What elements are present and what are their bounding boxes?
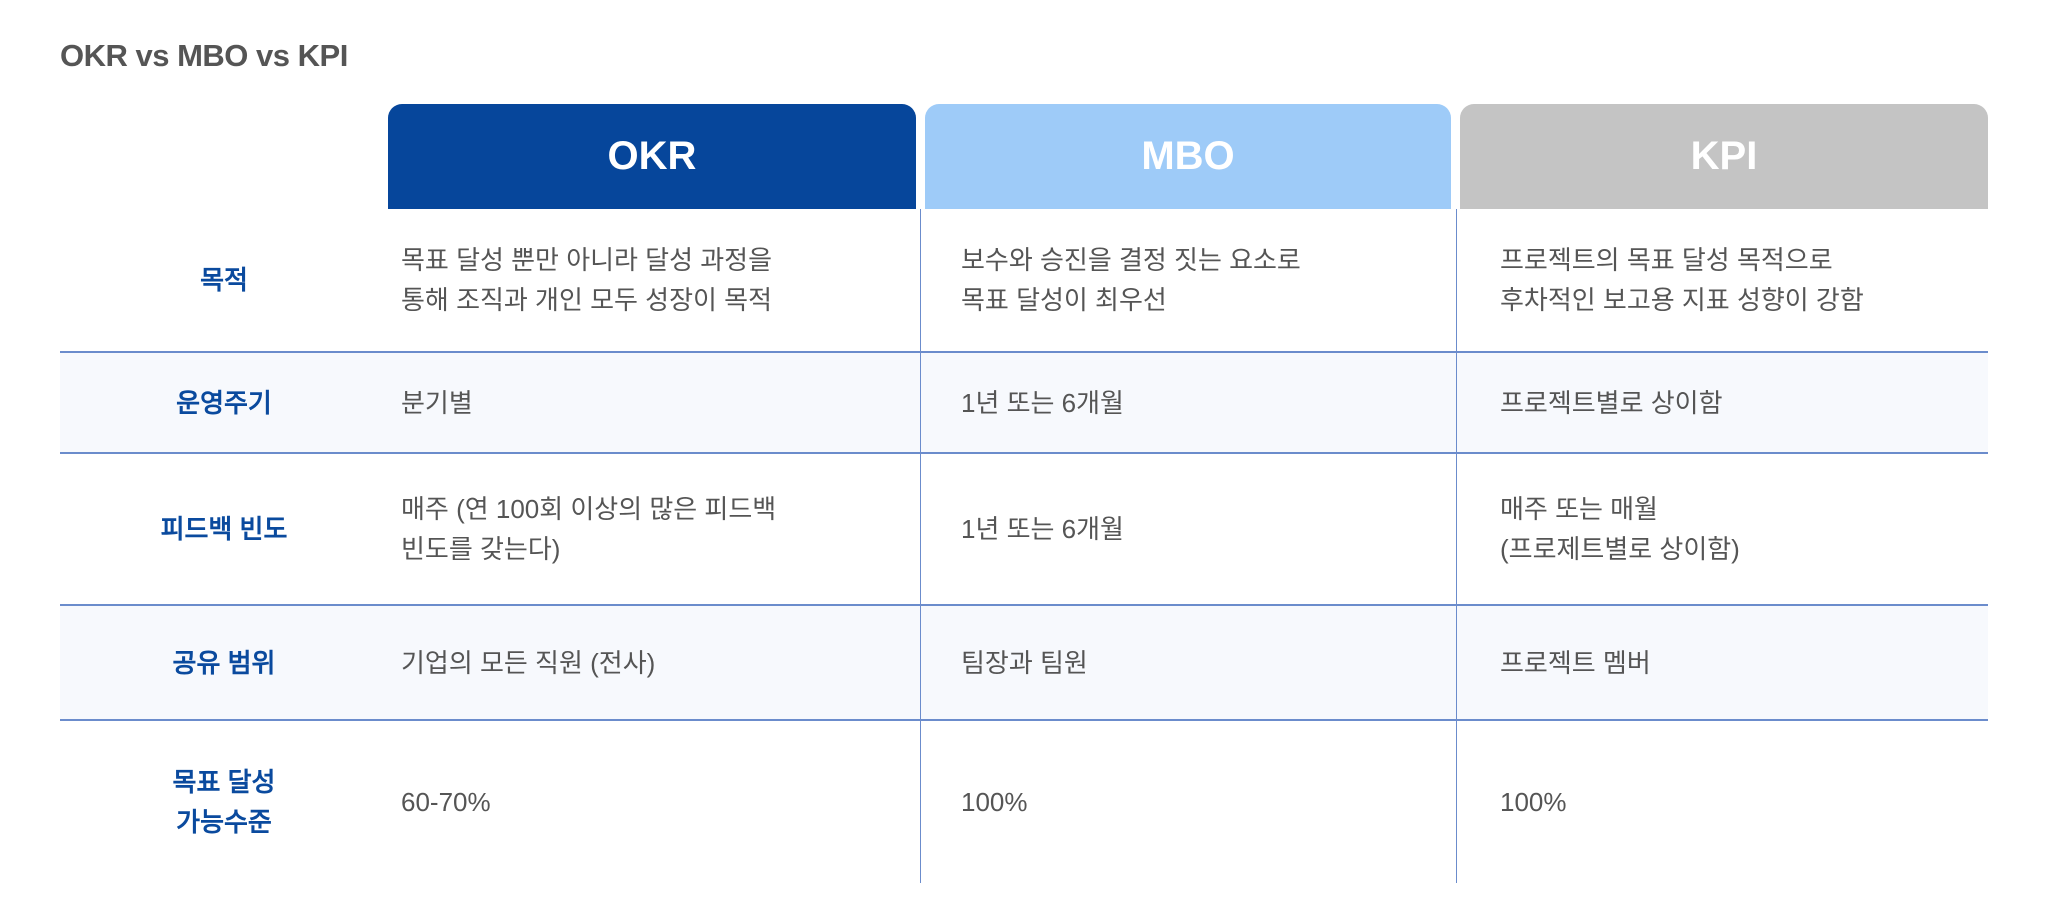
- kpi-cell: 프로젝트별로 상이함: [1456, 353, 1988, 452]
- page-title: OKR vs MBO vs KPI: [60, 38, 348, 73]
- mbo-cell: 팀장과 팀원: [920, 606, 1456, 719]
- okr-cell: 60-70%: [401, 787, 491, 817]
- mbo-cell: 1년 또는 6개월: [920, 454, 1456, 604]
- kpi-cell: 100%: [1456, 721, 1988, 883]
- kpi-cell: 매주 또는 매월 (프로제트별로 상이함): [1456, 454, 1988, 604]
- column-header-okr: OKR: [388, 104, 916, 209]
- table-row-cycle: 운영주기 분기별 1년 또는 6개월 프로젝트별로 상이함: [60, 353, 1988, 454]
- mbo-cell: 보수와 승진을 결정 짓는 요소로 목표 달성이 최우선: [920, 209, 1456, 351]
- row-label: 목적: [200, 265, 248, 295]
- table-row-achievement: 목표 달성 가능수준 60-70% 100% 100%: [60, 721, 1988, 883]
- table-row-feedback: 피드백 빈도 매주 (연 100회 이상의 많은 피드백 빈도를 갖는다) 1년…: [60, 454, 1988, 606]
- okr-cell: 매주 (연 100회 이상의 많은 피드백 빈도를 갖는다): [401, 494, 777, 564]
- mbo-cell: 100%: [920, 721, 1456, 883]
- kpi-cell: 프로젝트 멤버: [1456, 606, 1988, 719]
- row-label: 공유 범위: [172, 647, 276, 678]
- row-label: 피드백 빈도: [160, 514, 288, 544]
- column-header-kpi: KPI: [1460, 104, 1988, 209]
- okr-cell: 목표 달성 뿐만 아니라 달성 과정을 통해 조직과 개인 모두 성장이 목적: [401, 245, 772, 315]
- comparison-table: 목적 목표 달성 뿐만 아니라 달성 과정을 통해 조직과 개인 모두 성장이 …: [60, 209, 1988, 883]
- kpi-cell: 프로젝트의 목표 달성 목적으로 후차적인 보고용 지표 성향이 강함: [1456, 209, 1988, 351]
- row-label: 운영주기: [176, 387, 272, 418]
- mbo-cell: 1년 또는 6개월: [920, 353, 1456, 452]
- okr-cell: 기업의 모든 직원 (전사): [401, 647, 656, 678]
- table-row-purpose: 목적 목표 달성 뿐만 아니라 달성 과정을 통해 조직과 개인 모두 성장이 …: [60, 209, 1988, 353]
- row-label: 목표 달성 가능수준: [172, 767, 276, 837]
- table-row-scope: 공유 범위 기업의 모든 직원 (전사) 팀장과 팀원 프로젝트 멤버: [60, 606, 1988, 721]
- column-header-mbo: MBO: [925, 104, 1451, 209]
- okr-cell: 분기별: [401, 387, 473, 418]
